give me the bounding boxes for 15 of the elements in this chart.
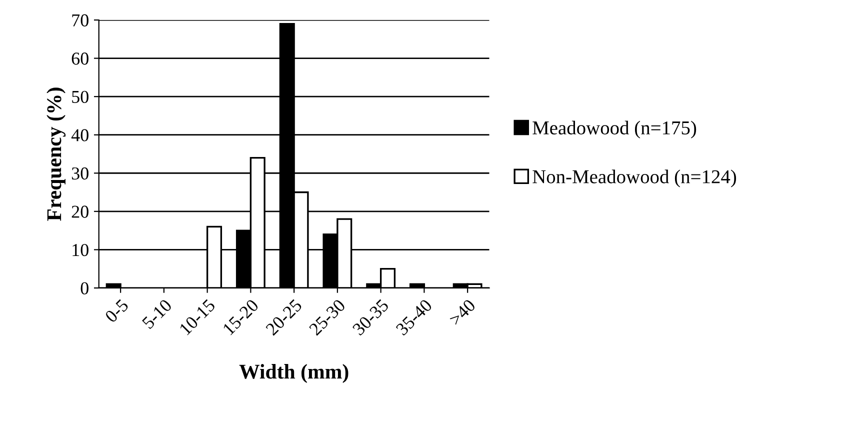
y-tick-label: 40 [71,129,88,142]
legend-label: Meadowood (n=175) [532,120,696,138]
y-tick-label: 0 [80,282,88,294]
y-tick-label: 20 [72,206,88,218]
y-tick-label: 50 [72,90,88,104]
legend-label: Non-Meadowood (n=124) [532,170,736,188]
y-tick-label: 70 [72,14,88,26]
x-tick-label: >40 [448,298,476,326]
x-axis-title: Width (mm) [239,364,348,383]
x-tick-label: 5-10 [142,298,172,330]
y-axis-title: Frequency (%) [46,88,66,221]
x-tick-label: 0-5 [104,298,130,324]
y-tick-label: 30 [72,167,88,180]
y-tick-label: 60 [72,52,88,65]
y-tick-label: 10 [72,244,88,256]
